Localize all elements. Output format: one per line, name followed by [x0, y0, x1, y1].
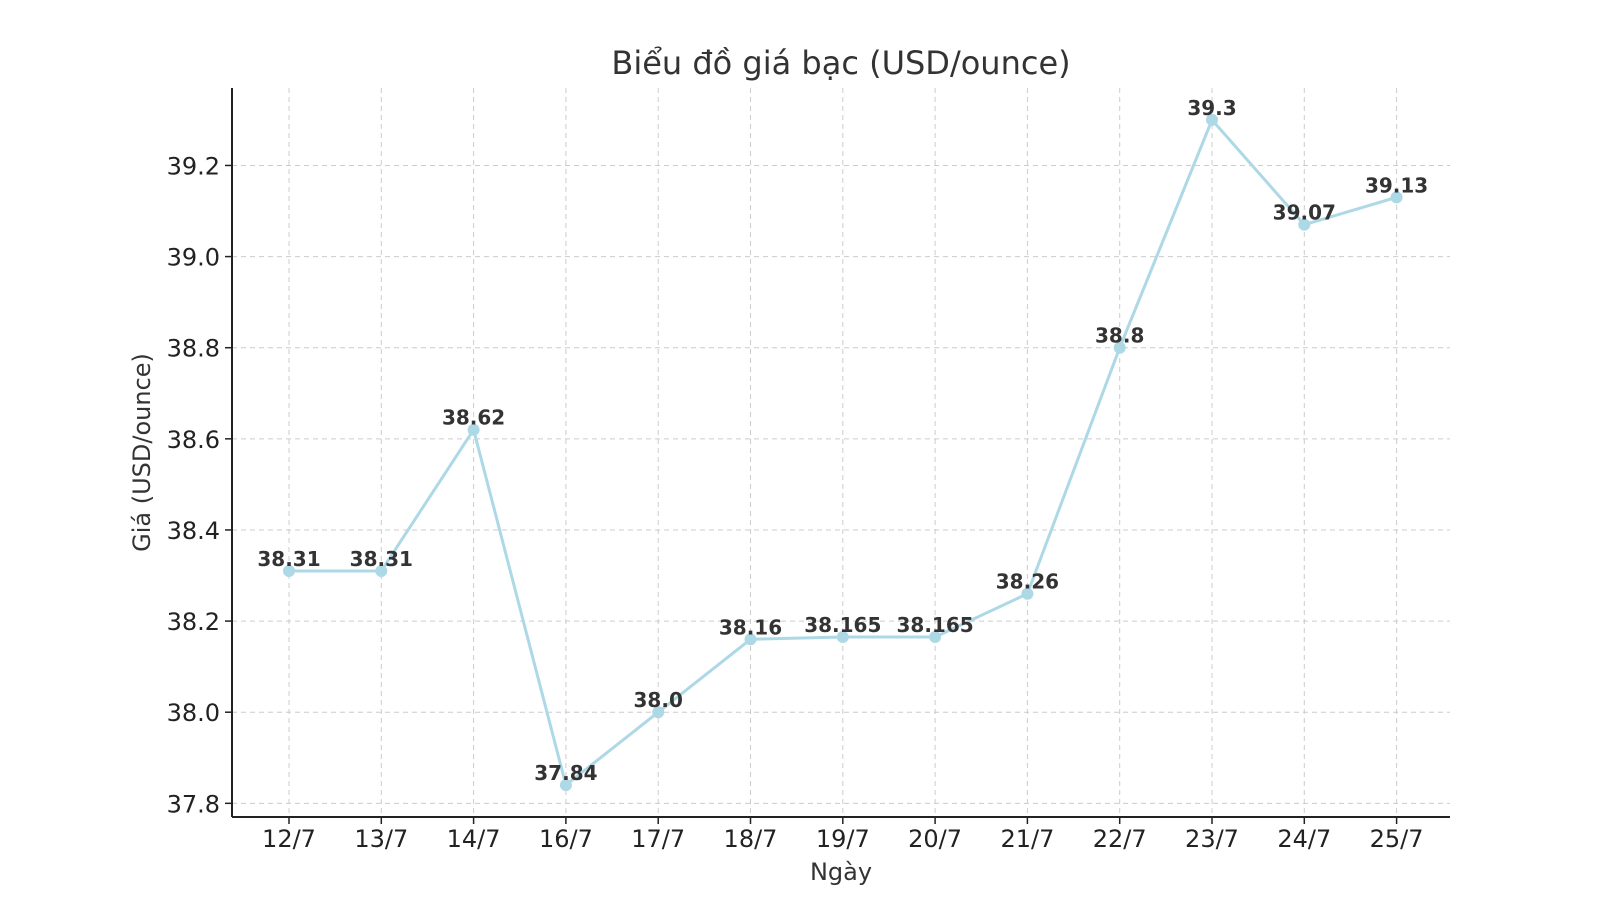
data-label: 39.07: [1273, 201, 1336, 225]
series-layer: [283, 113, 1403, 792]
data-label: 38.0: [634, 688, 683, 712]
y-tick-label: 39.0: [167, 244, 220, 272]
data-label: 38.62: [442, 406, 505, 430]
data-labels: 38.31 38.31 38.62 37.84 38.0 38.16 38.165 38.16…: [257, 96, 1428, 785]
chart-title: Biểu đồ giá bạc (USD/ounce): [611, 44, 1070, 82]
y-axis-title: Giá (USD/ounce): [128, 353, 156, 552]
data-label: 38.31: [257, 547, 320, 571]
x-axis-title: Ngày: [810, 858, 872, 886]
data-point: [652, 706, 665, 719]
data-label: 38.165: [804, 613, 881, 637]
y-tick-label: 38.2: [167, 608, 220, 636]
data-label: 37.84: [534, 761, 597, 785]
x-tick-label: 19/7: [816, 825, 870, 853]
data-point: [744, 633, 757, 646]
y-tick-label: 38.6: [167, 426, 220, 454]
y-tick-label: 38.0: [167, 699, 220, 727]
data-point: [1390, 191, 1403, 204]
data-point: [283, 564, 295, 577]
data-label: 38.8: [1095, 324, 1144, 348]
y-tick-label: 37.8: [167, 790, 220, 818]
x-tick-label: 18/7: [724, 825, 778, 853]
data-label: 38.165: [897, 613, 974, 637]
data-label: 39.3: [1187, 96, 1236, 120]
x-tick-label: 20/7: [908, 825, 962, 853]
grid: [232, 88, 1450, 817]
x-tick-label: 12/7: [262, 825, 316, 853]
y-tick-label: 38.4: [167, 517, 220, 545]
data-label: 39.13: [1365, 173, 1428, 197]
data-label: 38.16: [719, 615, 782, 639]
data-point: [559, 779, 572, 792]
data-point: [467, 423, 480, 436]
x-tick-label: 13/7: [354, 825, 408, 853]
axes: [231, 88, 1450, 818]
x-tick-label: 21/7: [1000, 825, 1054, 853]
data-label: 38.26: [996, 570, 1059, 594]
data-point: [375, 564, 388, 577]
tick-labels: 37.8 38.0 38.2 38.4 38.6 38.8 39.0 39.2 12/7 13/7…: [167, 152, 1424, 853]
data-point: [836, 631, 849, 644]
x-tick-label: 25/7: [1370, 825, 1424, 853]
x-tick-label: 16/7: [539, 825, 593, 853]
x-tick-label: 22/7: [1093, 825, 1147, 853]
x-tick-label: 14/7: [447, 825, 501, 853]
data-point: [1021, 587, 1034, 600]
x-tick-label: 17/7: [631, 825, 685, 853]
x-tick-label: 23/7: [1185, 825, 1239, 853]
y-tick-label: 38.8: [167, 335, 220, 363]
data-point: [1206, 113, 1218, 126]
data-point: [1298, 218, 1311, 231]
data-point: [1113, 341, 1126, 354]
data-point: [929, 631, 942, 644]
y-tick-label: 39.2: [167, 152, 220, 180]
x-tick-label: 24/7: [1277, 825, 1331, 853]
data-label: 38.31: [350, 547, 413, 571]
